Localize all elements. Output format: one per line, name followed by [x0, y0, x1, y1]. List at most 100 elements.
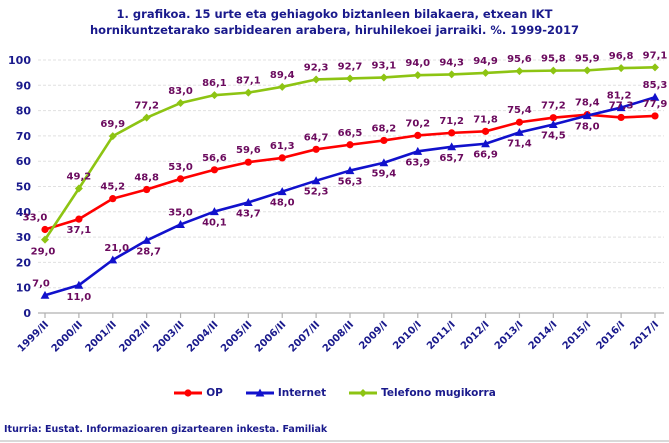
- data-point-label: 81,2: [607, 91, 632, 102]
- x-axis-tick-label: 2005/II: [219, 319, 254, 354]
- data-point-marker: [74, 280, 84, 289]
- data-point-label: 61,3: [270, 141, 295, 152]
- data-point-label: 94,3: [439, 57, 464, 68]
- data-point-marker: [549, 66, 558, 75]
- data-point-label: 43,7: [236, 208, 261, 219]
- y-axis-tick-label: 100: [8, 54, 31, 67]
- data-point-marker: [447, 142, 457, 151]
- data-point-marker: [583, 66, 592, 75]
- x-axis-tick-label: 2009/I: [357, 319, 390, 352]
- legend-label: Internet: [277, 387, 327, 399]
- y-axis-tick-label: 10: [16, 282, 32, 295]
- data-point-marker: [210, 91, 219, 100]
- x-axis-tick-label: 1999/II: [16, 319, 51, 354]
- data-point-marker: [278, 82, 287, 91]
- data-point-label: 65,7: [439, 153, 464, 164]
- y-axis-tick-label: 50: [16, 181, 32, 194]
- x-axis-tick-label: 2007/II: [287, 319, 322, 354]
- data-point-marker: [109, 195, 117, 203]
- data-point-label: 21,0: [104, 243, 129, 254]
- data-point-label: 77,9: [643, 99, 668, 110]
- x-axis-tick-label: 2016/I: [595, 319, 628, 352]
- data-point-label: 63,9: [405, 157, 430, 168]
- y-axis-tick-label: 70: [16, 130, 32, 143]
- x-axis-tick-label: 2014/I: [527, 319, 560, 352]
- data-point-label: 85,3: [643, 80, 668, 91]
- data-point-marker: [74, 184, 83, 193]
- data-point-marker: [311, 176, 321, 185]
- data-point-marker: [481, 68, 490, 77]
- data-point-label: 49,2: [67, 172, 92, 183]
- x-axis-tick-label: 2008/II: [321, 319, 356, 354]
- data-point-label: 78,0: [575, 122, 600, 133]
- data-point-label: 95,6: [507, 54, 532, 65]
- data-point-marker: [380, 136, 388, 145]
- x-axis-tick-label: 2003/II: [151, 319, 186, 354]
- data-point-label: 95,8: [541, 54, 566, 65]
- data-point-label: 77,2: [134, 101, 159, 112]
- x-axis-tick-label: 2013/I: [493, 319, 526, 352]
- legend-item-op[interactable]: OP: [173, 386, 223, 400]
- data-point-label: 48,0: [270, 198, 295, 209]
- data-point-label: 48,8: [134, 173, 159, 184]
- data-point-label: 77,2: [541, 101, 566, 112]
- data-point-marker: [481, 127, 490, 135]
- data-point-marker: [243, 198, 253, 206]
- data-point-marker: [346, 74, 354, 83]
- data-point-label: 77,3: [609, 100, 634, 111]
- data-point-marker: [650, 92, 660, 101]
- legend-marker-triangle-icon: [245, 388, 274, 397]
- data-point-label: 69,9: [100, 119, 125, 130]
- data-point-label: 56,6: [202, 153, 227, 164]
- data-point-marker: [210, 207, 219, 216]
- legend-item-telefono-mugikorra[interactable]: Telefono mugikorra: [348, 386, 496, 400]
- y-axis-tick-label: 60: [16, 155, 32, 168]
- data-point-marker: [176, 175, 185, 183]
- legend-item-internet[interactable]: Internet: [245, 386, 326, 400]
- data-point-label: 75,4: [507, 105, 532, 116]
- x-axis-tick-label: 2004/II: [185, 319, 220, 354]
- data-point-marker: [617, 64, 626, 73]
- data-point-marker: [617, 113, 625, 122]
- series-line-telefono-mugikorra: [43, 66, 657, 241]
- data-point-marker: [278, 154, 286, 162]
- data-point-label: 71,8: [473, 114, 498, 125]
- data-point-marker: [40, 290, 50, 299]
- data-point-marker: [142, 235, 152, 244]
- data-point-label: 94,9: [473, 56, 498, 67]
- data-point-marker: [414, 131, 422, 139]
- x-axis-tick-label: 2002/II: [117, 319, 152, 354]
- data-point-marker: [143, 185, 151, 194]
- y-axis-tick-label: 0: [23, 307, 31, 320]
- x-axis-tick-label: 2015/I: [561, 319, 594, 352]
- x-axis-tick-label: 2006/II: [253, 319, 288, 354]
- data-point-label: 53,0: [168, 162, 193, 173]
- data-point-marker: [651, 63, 659, 72]
- data-point-label: 86,1: [202, 78, 227, 89]
- data-point-label: 33,0: [23, 213, 48, 224]
- y-axis-tick-label: 90: [16, 79, 32, 92]
- data-point-label: 71,4: [507, 138, 532, 149]
- data-point-label: 78,4: [575, 98, 600, 109]
- data-point-label: 87,1: [236, 76, 261, 87]
- data-point-marker: [210, 166, 219, 174]
- data-point-label: 70,2: [405, 118, 430, 129]
- data-point-marker: [582, 111, 592, 120]
- data-point-label: 95,9: [575, 53, 600, 64]
- data-point-label: 94,0: [405, 58, 430, 69]
- data-point-marker: [176, 220, 185, 228]
- x-axis-tick-label: 2001/II: [84, 319, 119, 354]
- data-point-label: 92,7: [338, 61, 363, 72]
- legend-label: Telefono mugikorra: [381, 387, 496, 399]
- data-point-label: 40,1: [202, 218, 227, 229]
- data-point-label: 35,0: [168, 207, 193, 218]
- chart-title: 1. grafikoa. 15 urte eta gehiagoko bizta…: [0, 6, 669, 38]
- y-axis-tick-label: 30: [16, 231, 32, 244]
- data-point-label: 97,1: [643, 50, 668, 61]
- data-point-label: 59,4: [372, 169, 397, 180]
- chart-title-line-2: hornikuntzetarako sarbidearen arabera, h…: [90, 23, 579, 37]
- data-point-marker: [651, 112, 659, 120]
- data-point-marker: [346, 141, 354, 149]
